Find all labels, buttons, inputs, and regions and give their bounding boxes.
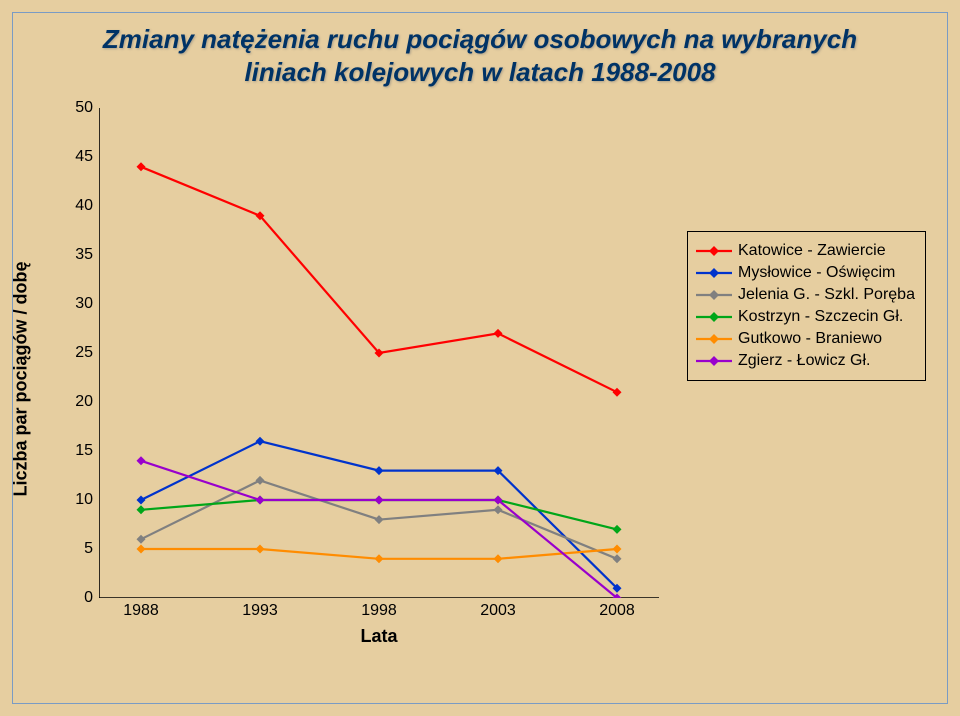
series-marker (256, 437, 265, 446)
series-marker (613, 545, 622, 554)
y-tick-label: 40 (75, 197, 99, 215)
x-tick-label: 1993 (242, 598, 278, 620)
y-tick-label: 30 (75, 295, 99, 313)
chart-title: Zmiany natężenia ruchu pociągów osobowyc… (27, 23, 933, 88)
series-marker (375, 496, 384, 505)
legend-swatch (696, 332, 732, 346)
legend-label: Katowice - Zawiercie (738, 242, 886, 260)
x-tick-label: 2003 (480, 598, 516, 620)
series-marker (613, 388, 622, 397)
series-marker (256, 545, 265, 554)
series-marker (375, 466, 384, 475)
legend-item: Katowice - Zawiercie (696, 242, 915, 260)
x-tick-label: 2008 (599, 598, 635, 620)
chart-panel: Zmiany natężenia ruchu pociągów osobowyc… (12, 12, 948, 704)
legend-item: Zgierz - Łowicz Gł. (696, 352, 915, 370)
series-marker (494, 554, 503, 563)
series-marker (137, 162, 146, 171)
y-tick-label: 45 (75, 148, 99, 166)
x-tick-label: 1988 (123, 598, 159, 620)
y-tick-label: 25 (75, 344, 99, 362)
title-line-1: Zmiany natężenia ruchu pociągów osobowyc… (103, 24, 857, 54)
legend-swatch (696, 288, 732, 302)
series-marker (613, 525, 622, 534)
series-marker (137, 535, 146, 544)
y-tick-label: 0 (84, 589, 99, 607)
legend: Katowice - Zawiercie Mysłowice - Oświęcim… (687, 231, 926, 381)
chart-svg (99, 108, 659, 598)
y-tick-label: 50 (75, 99, 99, 117)
legend-item: Mysłowice - Oświęcim (696, 264, 915, 282)
y-tick-label: 10 (75, 491, 99, 509)
legend-swatch (696, 266, 732, 280)
legend-label: Kostrzyn - Szczecin Gł. (738, 308, 903, 326)
y-tick-label: 5 (84, 540, 99, 558)
legend-swatch (696, 244, 732, 258)
series-marker (137, 456, 146, 465)
legend-item: Gutkowo - Braniewo (696, 330, 915, 348)
legend-label: Gutkowo - Braniewo (738, 330, 882, 348)
y-tick-label: 20 (75, 393, 99, 411)
series-marker (494, 329, 503, 338)
legend-swatch (696, 354, 732, 368)
series-marker (256, 476, 265, 485)
x-tick-label: 1998 (361, 598, 397, 620)
series-marker (137, 545, 146, 554)
y-tick-label: 15 (75, 442, 99, 460)
series-marker (137, 496, 146, 505)
legend-item: Kostrzyn - Szczecin Gł. (696, 308, 915, 326)
series-marker (375, 515, 384, 524)
x-axis-label: Lata (99, 626, 659, 660)
series-marker (613, 554, 622, 563)
series-marker (494, 505, 503, 514)
legend-item: Jelenia G. - Szkl. Poręba (696, 286, 915, 304)
series-line (141, 167, 617, 392)
page-container: Zmiany natężenia ruchu pociągów osobowyc… (0, 0, 960, 716)
legend-label: Zgierz - Łowicz Gł. (738, 352, 870, 370)
legend-swatch (696, 310, 732, 324)
y-axis-label: Liczba par pociągów / dobę (11, 261, 32, 496)
chart-area: Liczba par pociągów / dobę 0510152025303… (27, 96, 933, 662)
title-line-2: liniach kolejowych w latach 1988-2008 (244, 57, 715, 87)
legend-label: Jelenia G. - Szkl. Poręba (738, 286, 915, 304)
plot-area: 0510152025303540455019881993199820032008 (99, 108, 659, 598)
legend-label: Mysłowice - Oświęcim (738, 264, 895, 282)
y-tick-label: 35 (75, 246, 99, 264)
series-line (141, 441, 617, 588)
series-marker (137, 505, 146, 514)
series-marker (375, 554, 384, 563)
series-marker (256, 496, 265, 505)
